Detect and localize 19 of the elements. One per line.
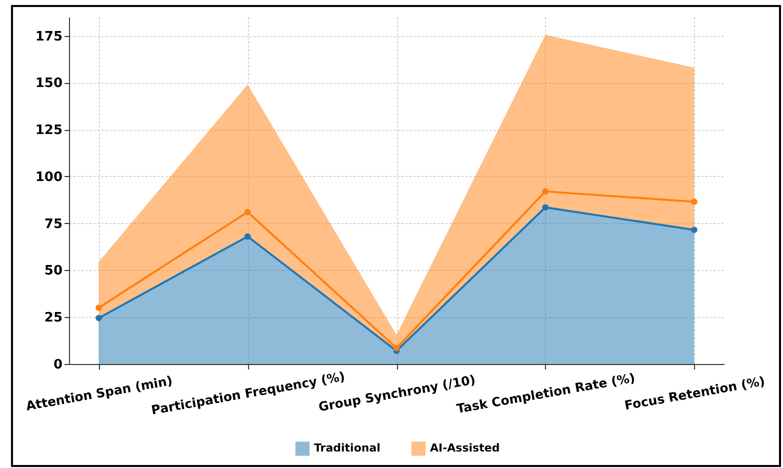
point <box>393 344 400 352</box>
point <box>96 314 102 322</box>
y-tick-label: 150 <box>35 76 62 92</box>
y-tick-label: 125 <box>35 123 62 138</box>
legend-label: AI-Assisted <box>430 442 500 455</box>
point <box>244 208 251 216</box>
y-tick-label: 75 <box>44 216 62 232</box>
y-tick-label: 50 <box>44 264 62 279</box>
point <box>96 304 102 311</box>
point <box>542 188 549 195</box>
y-tick-label: 100 <box>35 170 62 185</box>
y-tick-label: 25 <box>44 310 62 326</box>
point <box>542 204 549 211</box>
y-tick-label: 175 <box>35 29 62 44</box>
point <box>691 226 698 234</box>
point <box>691 198 698 205</box>
legend-label: Traditional <box>314 442 380 455</box>
point <box>244 233 251 240</box>
y-tick-label: 0 <box>53 358 62 372</box>
